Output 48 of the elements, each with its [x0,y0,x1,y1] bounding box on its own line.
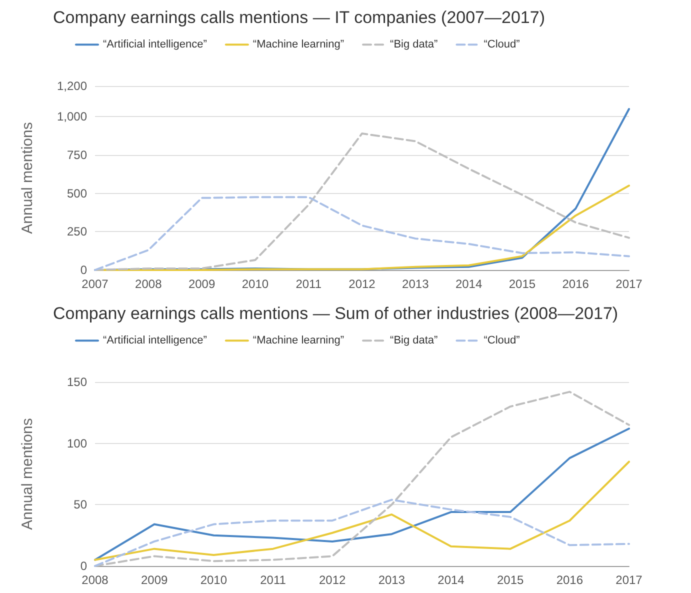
x-tick-label: 2010 [242,277,269,291]
chart-title: Company earnings calls mentions — IT companies (2007—2017) [53,8,545,27]
x-tick-label: 2009 [140,573,168,587]
x-tick-label: 2007 [82,277,109,291]
x-tick-label: 2016 [556,573,584,587]
x-tick-label: 2008 [82,573,109,587]
x-tick-label: 2014 [455,277,482,291]
legend-label: “Big data” [390,38,438,51]
line-series [94,428,630,561]
line-series [94,390,630,567]
x-tick-label: 2013 [378,573,406,587]
line-series [94,498,630,567]
line-series [94,460,630,561]
y-axis-title: Annual mentions [19,122,36,234]
legend-label: “Artificial intelligence” [103,334,208,347]
x-tick-label: 2012 [318,573,346,587]
x-tick-label: 2013 [402,277,430,291]
y-tick-label: 50 [74,498,88,512]
x-tick-label: 2015 [496,573,524,587]
y-tick-label: 1,000 [56,110,88,124]
x-tick-label: 2008 [135,277,162,291]
x-tick-label: 2016 [562,277,590,291]
line-series [94,132,630,271]
y-tick-label: 1,200 [56,79,88,93]
y-tick-label: 750 [66,148,88,162]
x-tick-label: 2015 [508,277,536,291]
legend-label: “Machine learning” [252,38,344,51]
x-tick-label: 2017 [616,277,643,291]
x-tick-label: 2012 [348,277,376,291]
x-tick-label: 2011 [260,573,286,587]
chart-title: Company earnings calls mentions — Sum of other industries (2008—2017) [53,304,618,323]
y-tick-label: 250 [66,224,88,239]
y-tick-label: 150 [66,375,88,389]
y-tick-label: 0 [80,559,88,573]
x-tick-label: 2011 [296,277,322,291]
legend-label: “Cloud” [484,38,520,51]
y-tick-label: 0 [80,263,88,277]
x-tick-label: 2017 [616,573,643,587]
y-tick-label: 500 [66,186,88,200]
legend-label: “Cloud” [484,334,520,347]
legend-label: “Machine learning” [252,334,344,347]
x-tick-label: 2010 [200,573,228,587]
legend-label: “Big data” [390,334,438,347]
legend-label: “Artificial intelligence” [103,38,208,51]
x-tick-label: 2014 [438,573,465,587]
y-tick-label: 100 [66,436,88,450]
x-tick-label: 2009 [188,277,216,291]
y-axis-title: Annual mentions [19,418,36,530]
